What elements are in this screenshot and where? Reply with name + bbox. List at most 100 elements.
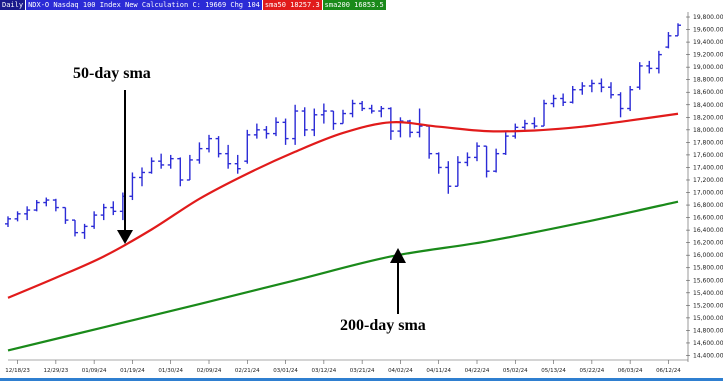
price-bar [273,117,279,137]
y-tick-label: 16,800.00 [693,202,723,209]
price-bar [72,219,78,237]
price-bar [14,211,21,222]
x-tick-label: 03/01/24 [273,368,298,374]
y-tick-label: 16,400.00 [693,227,723,234]
y-tick-label: 18,600.00 [693,89,723,96]
price-bar [81,223,88,239]
y-tick-label: 16,200.00 [693,240,723,247]
price-bar [665,32,672,49]
y-tick-label: 17,400.00 [693,164,723,171]
price-bar [225,144,232,169]
price-bar [33,200,40,212]
x-tick-label: 04/11/24 [426,368,451,374]
sma200-legend: sma200 16853.5 [322,0,386,10]
price-bar [569,85,576,104]
y-tick-label: 15,800.00 [693,265,723,272]
price-bar [598,78,605,93]
price-bar [521,119,528,130]
sma50-line [7,112,679,299]
y-tick-label: 16,600.00 [693,215,723,222]
y-tick-label: 18,000.00 [693,127,723,134]
price-bar [493,148,500,173]
price-bar [215,136,222,158]
symbol-label: NDX-O Nasdaq 100 Index New Calculation C… [26,0,262,10]
price-bar [24,206,31,221]
bottom-scrollbar[interactable] [0,378,723,381]
price-bar [253,123,260,139]
y-tick-label: 15,200.00 [693,302,723,309]
y-tick-label: 19,000.00 [693,64,723,71]
moving-average-lines [7,112,679,352]
price-bar [5,216,11,227]
price-bar [646,60,653,74]
price-bar [426,124,433,159]
sma50-annotation-label: 50-day sma [73,65,151,82]
price-bar [445,161,452,194]
sma200-arrow-head [390,248,406,263]
y-axis: 14,400.00 14,600.00 14,800.00 15,000.00 15,2… [686,12,723,362]
price-bar [330,110,337,130]
price-bar [636,62,643,90]
price-bars [5,23,681,239]
price-bar [301,107,308,137]
price-bar [608,82,614,99]
price-bar [435,152,442,174]
x-tick-label: 12/29/23 [44,368,69,374]
y-tick-label: 18,800.00 [693,77,723,84]
price-bar [52,198,59,212]
sma200-line [7,200,679,352]
price-bar [617,92,624,118]
price-bar [397,117,404,138]
y-tick-label: 19,600.00 [693,27,723,34]
y-tick-label: 19,400.00 [693,39,723,46]
x-tick-label: 03/12/24 [312,368,337,374]
y-tick-label: 18,200.00 [693,114,723,121]
y-tick-label: 19,200.00 [693,52,723,59]
x-axis: 12/18/23 12/29/23 01/09/24 01/19/24 01/30/24… [5,359,688,374]
y-tick-label: 17,600.00 [693,152,723,159]
x-tick-label: 01/19/24 [120,368,145,374]
price-bar [320,103,327,124]
y-tick-label: 14,800.00 [693,327,723,334]
price-bar [359,101,366,112]
price-bar [560,93,567,107]
y-tick-label: 17,800.00 [693,139,723,146]
x-tick-label: 05/22/24 [580,368,605,374]
chart-legend: Daily NDX-O Nasdaq 100 Index New Calcula… [0,0,386,10]
price-bar [541,99,547,127]
price-bar [244,129,251,164]
price-bar [196,142,203,164]
sma200-annotation: 200-day sma [340,248,426,334]
price-bar [263,126,270,139]
price-bar [550,94,557,108]
x-tick-label: 02/09/24 [197,368,222,374]
sma50-annotation: 50-day sma [73,65,151,244]
y-tick-label: 19,800.00 [693,14,723,21]
timeframe-label[interactable]: Daily [0,0,26,10]
y-tick-label: 18,400.00 [693,102,723,109]
y-tick-label: 15,400.00 [693,290,723,297]
price-bar [349,99,356,118]
price-bar [110,201,117,216]
x-tick-label: 04/02/24 [388,368,413,374]
y-tick-label: 15,600.00 [693,277,723,284]
price-bar [167,154,174,169]
price-bar [483,145,490,178]
price-bar [282,118,289,145]
price-bar [292,104,299,145]
price-bar [655,50,662,74]
price-bar [100,203,107,221]
y-tick-label: 17,200.00 [693,177,723,184]
x-tick-label: 04/22/24 [465,368,490,374]
price-bar [43,197,50,207]
x-tick-label: 03/21/24 [350,368,375,374]
price-bar [62,206,69,224]
price-bar [474,142,480,162]
x-tick-label: 01/30/24 [158,368,183,374]
sma50-arrow-head [117,230,133,244]
price-bar [502,132,509,155]
price-bar [627,85,634,112]
price-bar [186,154,193,181]
